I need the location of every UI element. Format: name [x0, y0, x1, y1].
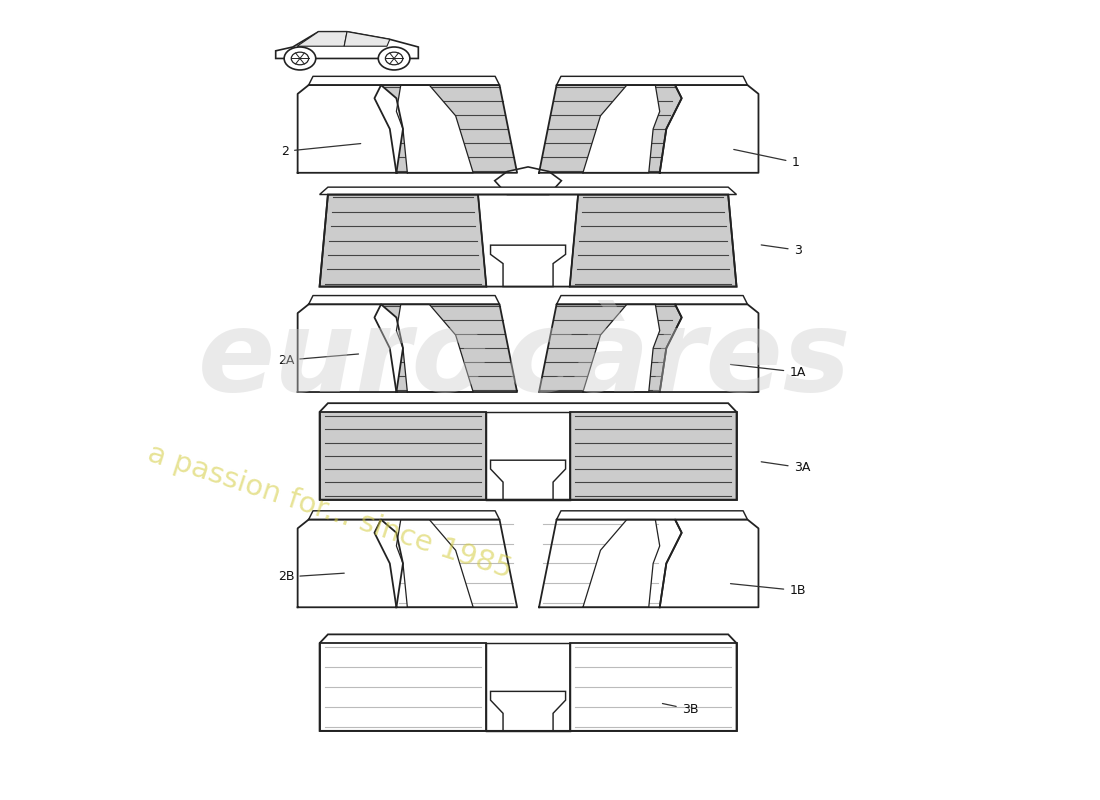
Polygon shape	[570, 643, 737, 731]
Polygon shape	[320, 412, 486, 500]
Polygon shape	[557, 511, 748, 519]
Polygon shape	[660, 519, 759, 607]
Circle shape	[292, 52, 309, 65]
Polygon shape	[583, 519, 660, 607]
Polygon shape	[309, 76, 499, 85]
Text: 1A: 1A	[730, 365, 805, 378]
Polygon shape	[344, 32, 389, 46]
Polygon shape	[557, 295, 748, 304]
Text: euro: euro	[198, 305, 491, 415]
Polygon shape	[276, 32, 418, 58]
Circle shape	[284, 47, 316, 70]
Polygon shape	[583, 85, 660, 173]
Polygon shape	[396, 304, 473, 392]
Polygon shape	[320, 643, 486, 731]
Polygon shape	[320, 194, 486, 286]
Polygon shape	[660, 85, 759, 173]
Polygon shape	[309, 511, 499, 519]
Text: 3A: 3A	[761, 462, 810, 474]
Text: 1B: 1B	[730, 584, 805, 597]
Polygon shape	[374, 519, 517, 607]
Polygon shape	[297, 32, 346, 46]
Polygon shape	[374, 85, 517, 173]
Polygon shape	[396, 85, 473, 173]
Polygon shape	[396, 519, 473, 607]
Polygon shape	[557, 76, 748, 85]
Polygon shape	[478, 194, 579, 286]
Polygon shape	[583, 304, 660, 392]
Circle shape	[378, 47, 410, 70]
Text: 2A: 2A	[278, 354, 359, 366]
Polygon shape	[539, 304, 682, 392]
Polygon shape	[298, 304, 403, 392]
Text: a passion for... since 1985: a passion for... since 1985	[144, 440, 516, 584]
Polygon shape	[660, 304, 759, 392]
Text: 2: 2	[282, 143, 361, 158]
Polygon shape	[486, 412, 570, 500]
Polygon shape	[298, 85, 403, 173]
Polygon shape	[298, 519, 403, 607]
Text: càres: càres	[506, 305, 851, 415]
Polygon shape	[320, 187, 737, 194]
Text: 3B: 3B	[662, 703, 698, 716]
Polygon shape	[309, 295, 499, 304]
Polygon shape	[570, 194, 737, 286]
Text: 1: 1	[734, 150, 800, 169]
Polygon shape	[491, 245, 565, 286]
Polygon shape	[491, 691, 565, 731]
Polygon shape	[491, 460, 565, 500]
Text: 3: 3	[761, 244, 802, 257]
Polygon shape	[539, 519, 682, 607]
Polygon shape	[570, 412, 737, 500]
Text: 2B: 2B	[278, 570, 344, 583]
Polygon shape	[539, 85, 682, 173]
Polygon shape	[495, 167, 561, 194]
Polygon shape	[486, 643, 570, 731]
Polygon shape	[374, 304, 517, 392]
Circle shape	[385, 52, 403, 65]
